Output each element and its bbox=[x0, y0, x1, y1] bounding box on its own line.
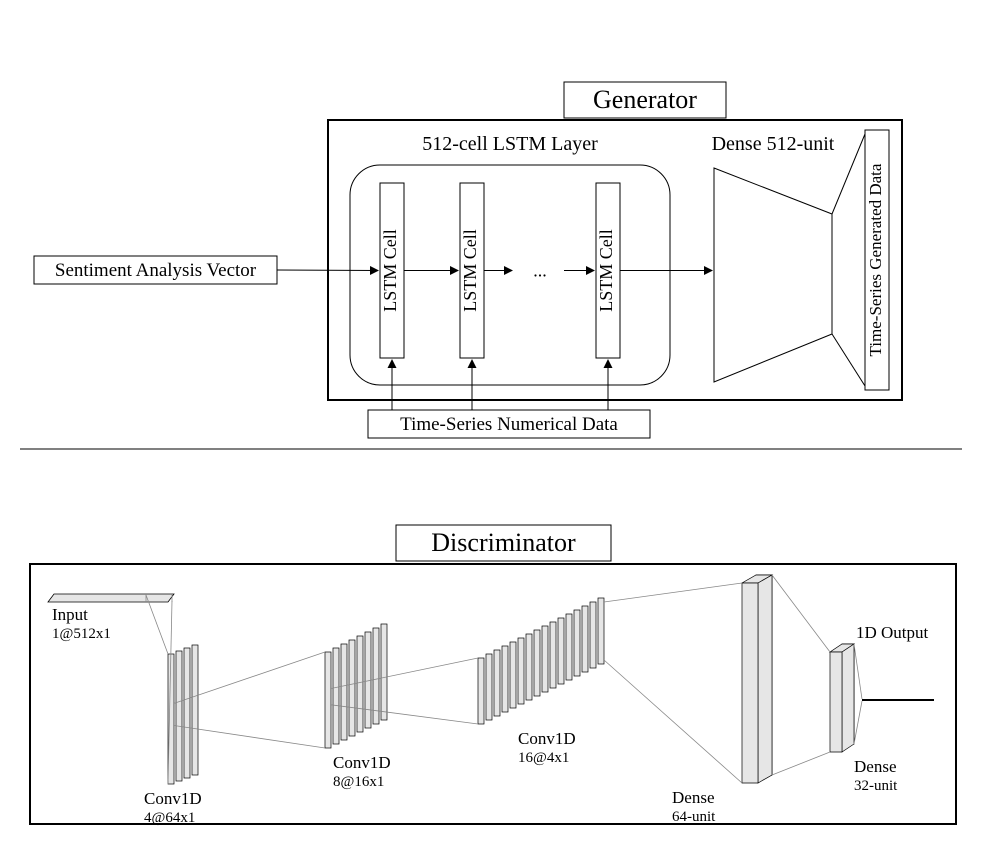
connector-line bbox=[854, 701, 862, 744]
generated-output-label: Time-Series Generated Data bbox=[866, 163, 885, 356]
conv1d-stack-2-bar bbox=[333, 648, 339, 744]
generator-title: Generator bbox=[593, 85, 697, 114]
conv1d-stack-2-bar bbox=[357, 636, 363, 732]
discriminator-diagram: Discriminator Input 1@512x1 Conv1D 4@64x1 Con… bbox=[30, 525, 956, 826]
conv1d-stack-2-bar bbox=[325, 652, 331, 748]
conv2-sublabel: 8@16x1 bbox=[333, 774, 384, 790]
conv1d-stack-2-bar bbox=[373, 628, 379, 724]
input-bar bbox=[48, 594, 174, 602]
dense32-side bbox=[842, 644, 854, 752]
conv1-sublabel: 4@64x1 bbox=[144, 810, 195, 826]
conv1d-stack-3-bar bbox=[534, 630, 540, 696]
conv2-label: Conv1D bbox=[333, 753, 391, 772]
sentiment-arrow bbox=[277, 270, 378, 271]
dense64-label: Dense bbox=[672, 788, 714, 807]
conv1d-stack-3 bbox=[478, 598, 604, 724]
conv1d-stack-1 bbox=[168, 645, 198, 784]
sentiment-input-label: Sentiment Analysis Vector bbox=[55, 260, 257, 281]
dense-to-output-line bbox=[832, 134, 865, 214]
dense32-front bbox=[830, 652, 842, 752]
conv1d-stack-3-bar bbox=[550, 622, 556, 688]
connector-line bbox=[146, 595, 168, 654]
discriminator-title: Discriminator bbox=[431, 528, 576, 557]
conv1d-stack-3-bar bbox=[542, 626, 548, 692]
connector-line bbox=[772, 752, 830, 775]
dense-layer-label: Dense 512-unit bbox=[712, 133, 835, 155]
conv1-label: Conv1D bbox=[144, 789, 202, 808]
conv1d-stack-3-bar bbox=[486, 654, 492, 720]
conv3-sublabel: 16@4x1 bbox=[518, 750, 569, 766]
output-label: 1D Output bbox=[856, 623, 929, 642]
dense64-side bbox=[758, 575, 772, 783]
lstm-cell-label: LSTM Cell bbox=[460, 229, 480, 312]
conv1d-stack-3-bar bbox=[518, 638, 524, 704]
conv1d-stack-1-bar bbox=[184, 648, 190, 778]
conv1d-stack-3-bar bbox=[526, 634, 532, 700]
dense-to-output-line bbox=[832, 334, 865, 386]
conv1d-stack-2-bar bbox=[381, 624, 387, 720]
conv1d-stack-2-bar bbox=[349, 640, 355, 736]
connector-line bbox=[772, 575, 830, 652]
conv1d-stack-3-bar bbox=[502, 646, 508, 712]
conv1d-stack-3-bar bbox=[510, 642, 516, 708]
conv1d-stack-3-bar bbox=[494, 650, 500, 716]
lstm-ellipsis: ... bbox=[533, 261, 547, 281]
conv1d-stack-1-bar bbox=[168, 654, 174, 784]
lstm-cell-label: LSTM Cell bbox=[380, 229, 400, 312]
dense-trapezoid bbox=[714, 168, 832, 382]
conv1d-stack-3-bar bbox=[574, 610, 580, 676]
conv1d-stack-3-bar bbox=[566, 614, 572, 680]
conv3-label: Conv1D bbox=[518, 729, 576, 748]
conv1d-stack-1-bar bbox=[192, 645, 198, 775]
conv1d-stack-3-bar bbox=[598, 598, 604, 664]
input-label: Input bbox=[52, 605, 88, 624]
conv1d-stack-2-bar bbox=[341, 644, 347, 740]
conv1d-stack-3-bar bbox=[590, 602, 596, 668]
lstm-layer-label: 512-cell LSTM Layer bbox=[422, 133, 598, 155]
connector-line bbox=[854, 644, 862, 699]
connector-line bbox=[604, 583, 742, 602]
dense32-sublabel: 32-unit bbox=[854, 778, 898, 794]
dense64-sublabel: 64-unit bbox=[672, 809, 716, 825]
conv1d-stack-3-bar bbox=[558, 618, 564, 684]
conv1d-stack-2 bbox=[325, 624, 387, 748]
conv1d-stack-1-bar bbox=[176, 651, 182, 781]
conv1d-stack-3-bar bbox=[582, 606, 588, 672]
conv1d-stack-3-bar bbox=[478, 658, 484, 724]
dense64-front bbox=[742, 583, 758, 783]
generator-diagram: Generator 512-cell LSTM Layer Dense 512-un… bbox=[34, 82, 902, 438]
numerical-input-label: Time-Series Numerical Data bbox=[400, 414, 618, 435]
input-sublabel: 1@512x1 bbox=[52, 626, 111, 642]
dense32-label: Dense bbox=[854, 757, 896, 776]
lstm-cell-label: LSTM Cell bbox=[596, 229, 616, 312]
connector-line bbox=[604, 660, 742, 783]
